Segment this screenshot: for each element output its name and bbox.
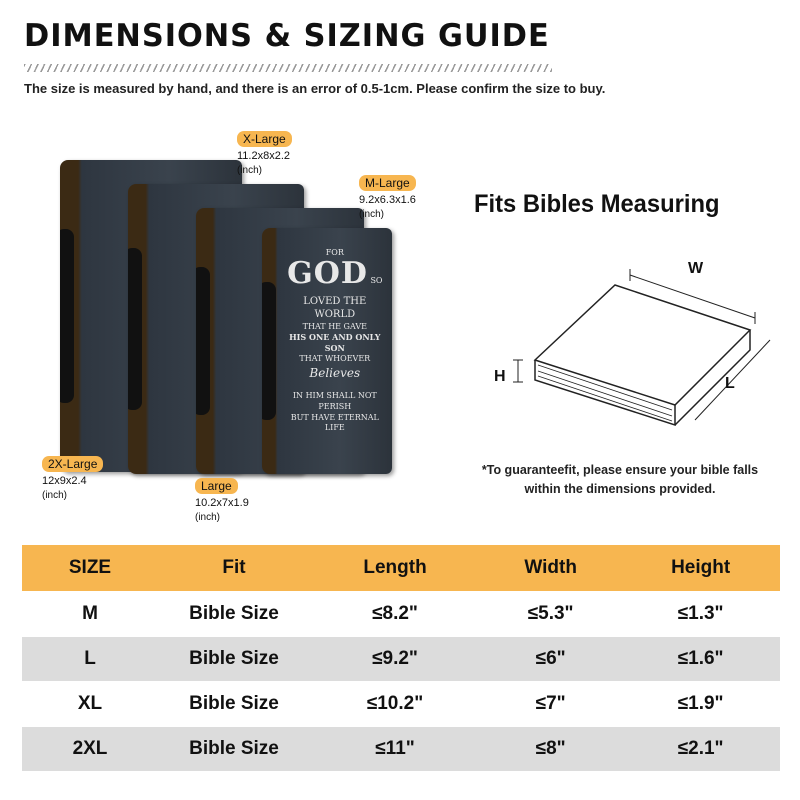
table-row: XL Bible Size ≤10.2" ≤7" ≤1.9": [22, 680, 780, 726]
hatch-divider: [24, 64, 552, 72]
size-label-2xl: 2X-Large 12x9x2.4 (inch): [42, 456, 104, 502]
cell: ≤10.2": [310, 680, 481, 726]
cell: ≤6": [480, 635, 622, 681]
size-label-m: M-Large 9.2x6.3x1.6 (inch): [359, 175, 416, 220]
cell: ≤7": [480, 680, 622, 726]
width-label: W: [688, 260, 704, 277]
col-size: SIZE: [22, 545, 158, 591]
cell: ≤1.6": [621, 635, 780, 681]
cell: ≤1.3": [621, 590, 780, 636]
cell: L: [22, 635, 158, 681]
cell: M: [22, 590, 158, 636]
handle: [262, 282, 276, 420]
col-width: Width: [480, 545, 622, 591]
handle: [196, 266, 210, 416]
handle: [128, 247, 142, 411]
table-row: M Bible Size ≤8.2" ≤5.3" ≤1.3": [22, 590, 780, 636]
cell: ≤5.3": [480, 590, 622, 636]
cell: 2XL: [22, 725, 158, 771]
cell: Bible Size: [158, 590, 310, 636]
fits-title: Fits Bibles Measuring: [474, 190, 720, 218]
cell: Bible Size: [158, 725, 310, 771]
table-header: SIZE Fit Length Width Height: [22, 545, 780, 591]
cell: ≤11": [310, 725, 481, 771]
cell: Bible Size: [158, 635, 310, 681]
col-fit: Fit: [158, 545, 310, 591]
cover-text: FOR GOD SO LOVED THE WORLD THAT HE GAVE …: [287, 247, 383, 433]
col-length: Length: [310, 545, 481, 591]
cell: Bible Size: [158, 680, 310, 726]
size-table: SIZE Fit Length Width Height M Bible Size…: [22, 545, 780, 771]
table-row: 2XL Bible Size ≤11" ≤8" ≤2.1": [22, 725, 780, 771]
size-label-l: Large 10.2x7x1.9 (inch): [195, 478, 249, 523]
cell: ≤9.2": [310, 635, 481, 681]
cell: XL: [22, 680, 158, 726]
cell: ≤8": [480, 725, 622, 771]
cell: ≤2.1": [621, 725, 780, 771]
height-label: H: [494, 368, 506, 385]
col-height: Height: [621, 545, 780, 591]
table-row: L Bible Size ≤9.2" ≤6" ≤1.6": [22, 635, 780, 681]
length-label: L: [725, 375, 735, 392]
size-label-xl: X-Large 11.2x8x2.2 (inch): [237, 131, 292, 176]
fit-note: *To guaranteefit, please ensure your bib…: [481, 463, 759, 496]
handle: [60, 228, 74, 404]
subtitle: The size is measured by hand, and there …: [24, 81, 606, 96]
book-m: FOR GOD SO LOVED THE WORLD THAT HE GAVE …: [262, 228, 392, 474]
book-diagram: W H L: [494, 260, 771, 427]
page-title: DIMENSIONS & SIZING GUIDE: [24, 18, 550, 54]
cell: ≤8.2": [310, 590, 481, 636]
cell: ≤1.9": [621, 680, 780, 726]
